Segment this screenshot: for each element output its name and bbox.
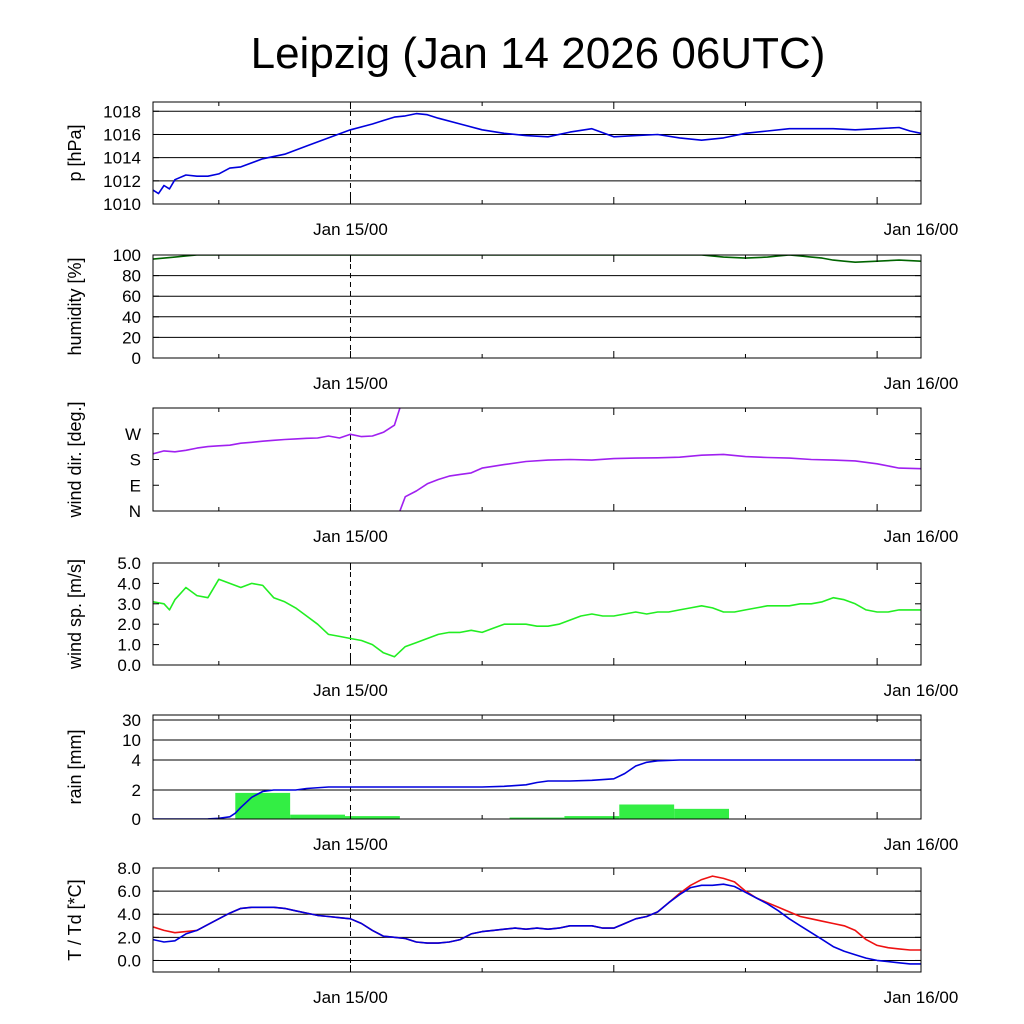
ytick-label: 0.0 bbox=[117, 951, 141, 970]
ytick-label: 60 bbox=[122, 287, 141, 306]
rain-bar bbox=[564, 816, 620, 819]
xtick-label: Jan 16/00 bbox=[884, 835, 959, 854]
ytick-label: 4.0 bbox=[117, 574, 141, 593]
panel-4: 0.01.0 2.03.0 4.05.0 Jan 15/00 Jan 16/00 wind… bbox=[65, 554, 958, 700]
ytick-label: 0.0 bbox=[117, 656, 141, 675]
series-line bbox=[153, 883, 921, 965]
xtick-label: Jan 15/00 bbox=[313, 220, 388, 239]
xtick-label: Jan 15/00 bbox=[313, 835, 388, 854]
panel-1: 1010 1012 1014 1016 1018 Jan 15/00 Jan 16/00 p … bbox=[65, 101, 959, 239]
xtick-label: Jan 15/00 bbox=[313, 374, 388, 393]
ytick-label: 30 bbox=[122, 711, 141, 730]
series-group bbox=[153, 759, 921, 819]
rain-bar bbox=[290, 814, 345, 819]
ytick-label: 4.0 bbox=[117, 905, 141, 924]
xtick-label: Jan 16/00 bbox=[884, 988, 959, 1007]
series-group bbox=[153, 112, 921, 195]
plot-frame bbox=[152, 101, 922, 205]
plot-frame bbox=[152, 714, 922, 820]
series-group bbox=[153, 875, 921, 965]
xtick-label: Jan 15/00 bbox=[313, 681, 388, 700]
series-group bbox=[153, 255, 921, 264]
ytick-label: 100 bbox=[113, 246, 141, 265]
plot-frame bbox=[152, 867, 922, 973]
ytick-label: W bbox=[125, 425, 141, 444]
series-line bbox=[153, 112, 921, 195]
ytick-label: S bbox=[130, 451, 141, 470]
plot-frame bbox=[152, 254, 922, 359]
xtick-label: Jan 16/00 bbox=[884, 374, 959, 393]
ytick-label: 40 bbox=[122, 308, 141, 327]
series-group bbox=[153, 408, 921, 511]
series-line bbox=[153, 578, 921, 658]
ytick-label: 20 bbox=[122, 328, 141, 347]
panel-6: 0.0 2.0 4.0 6.0 8.0 Jan 15/00 Jan 16/00 T / Td … bbox=[65, 859, 958, 1007]
xtick-label: Jan 15/00 bbox=[313, 988, 388, 1007]
series-line bbox=[153, 408, 401, 455]
y-axis-label: p [hPa] bbox=[65, 124, 85, 181]
rain-bar bbox=[345, 816, 400, 819]
xtick-label: Jan 15/00 bbox=[313, 527, 388, 546]
plot-frame bbox=[152, 562, 922, 666]
y-axis-label: T / Td [*C] bbox=[65, 879, 85, 960]
y-axis-label: wind dir. [deg.] bbox=[65, 401, 85, 518]
ytick-label: 3.0 bbox=[117, 595, 141, 614]
y-axis-label: rain [mm] bbox=[65, 729, 85, 804]
series-line bbox=[153, 759, 921, 819]
xtick-label: Jan 16/00 bbox=[884, 220, 959, 239]
xtick-label: Jan 16/00 bbox=[884, 681, 959, 700]
ytick-label: 1010 bbox=[103, 195, 141, 214]
xtick-label: Jan 16/00 bbox=[884, 527, 959, 546]
ytick-label: 5.0 bbox=[117, 554, 141, 573]
ytick-label: 4 bbox=[132, 751, 141, 770]
panels: 1010 1012 1014 1016 1018 Jan 15/00 Jan 16/00 p … bbox=[65, 101, 959, 1007]
ytick-label: 1016 bbox=[103, 125, 141, 144]
series-line bbox=[153, 255, 921, 264]
ytick-label: 1.0 bbox=[117, 636, 141, 655]
chart-title: Leipzig (Jan 14 2026 06UTC) bbox=[251, 29, 826, 78]
y-axis-label: humidity [%] bbox=[65, 257, 85, 355]
series-line bbox=[399, 453, 921, 511]
ytick-label: 1014 bbox=[103, 149, 141, 168]
ytick-label: 10 bbox=[122, 731, 141, 750]
rain-bar bbox=[619, 804, 675, 819]
ytick-label: 6.0 bbox=[117, 882, 141, 901]
ytick-label: 1018 bbox=[103, 102, 141, 121]
ytick-label: 80 bbox=[122, 267, 141, 286]
rain-bar bbox=[509, 817, 565, 819]
ytick-label: E bbox=[130, 476, 141, 495]
ytick-label: 0 bbox=[132, 810, 141, 829]
ytick-label: 0 bbox=[132, 349, 141, 368]
y-axis-label: wind sp. [m/s] bbox=[65, 559, 85, 670]
rain-bar bbox=[235, 792, 291, 819]
ytick-label: N bbox=[129, 502, 141, 521]
rain-bar bbox=[674, 808, 729, 819]
ytick-label: 2.0 bbox=[117, 928, 141, 947]
ytick-label: 2 bbox=[132, 781, 141, 800]
ytick-label: 1012 bbox=[103, 172, 141, 191]
ytick-label: 2.0 bbox=[117, 615, 141, 634]
ytick-label: 8.0 bbox=[117, 859, 141, 878]
series-group bbox=[153, 578, 921, 658]
series-line bbox=[153, 875, 921, 951]
